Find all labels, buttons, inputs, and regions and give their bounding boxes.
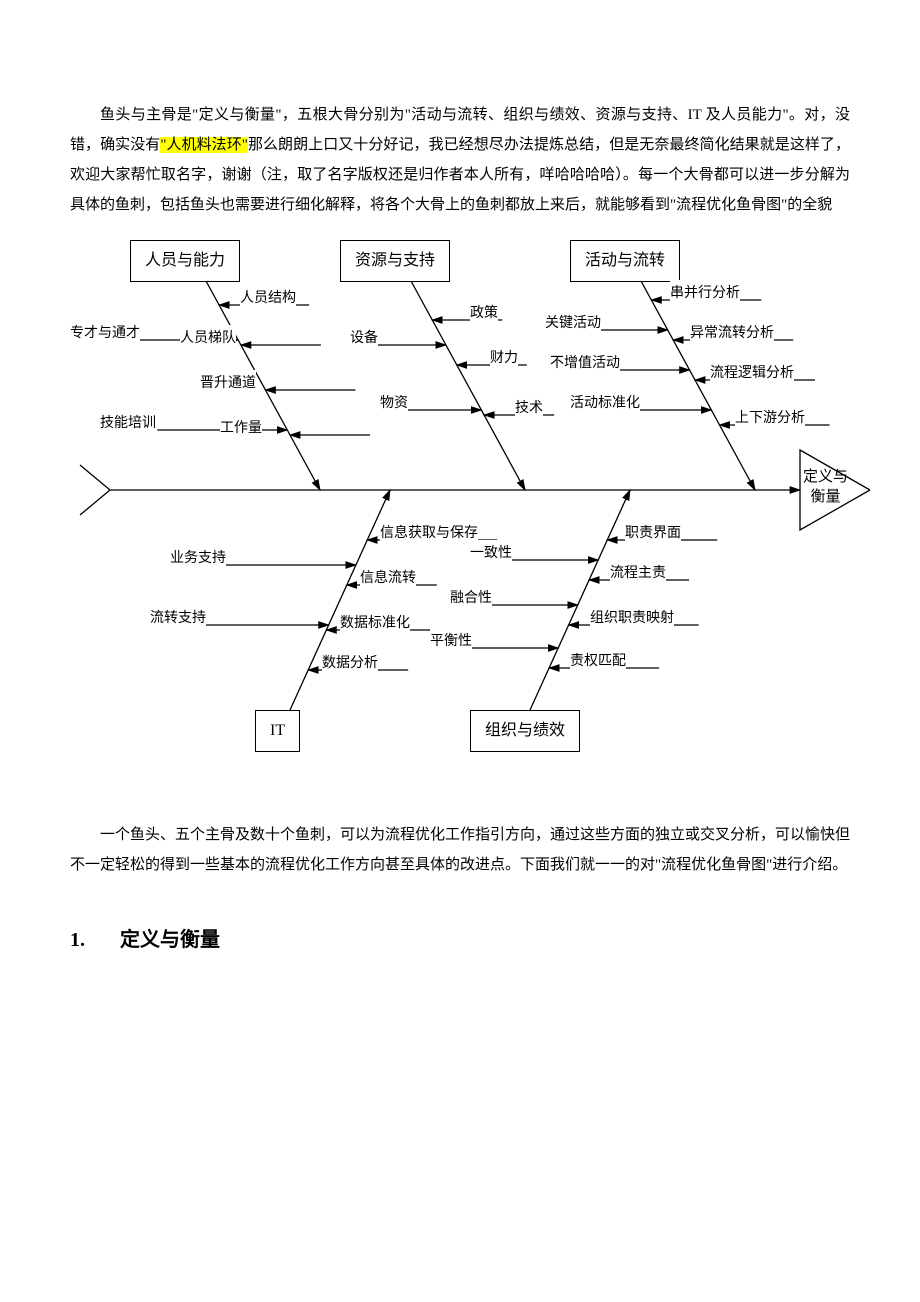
section-title: 定义与衡量 <box>120 929 220 951</box>
sub-bone-一致性: 一致性 <box>470 540 512 568</box>
sub-bone-人员梯队: 人员梯队 <box>180 325 236 353</box>
sub-bone-流转支持: 流转支持 <box>150 605 206 633</box>
cat-activity-box: 活动与流转 <box>570 240 680 282</box>
sub-bone-业务支持: 业务支持 <box>170 545 226 573</box>
sub-bone-人员结构: 人员结构 <box>240 285 296 313</box>
sub-bone-政策: 政策 <box>470 300 498 328</box>
sub-bone-职责界面: 职责界面 <box>625 520 681 548</box>
sub-bone-责权匹配: 责权匹配 <box>570 648 626 676</box>
cat-resource-box: 资源与支持 <box>340 240 450 282</box>
intro-paragraph-1: 鱼头与主骨是"定义与衡量"，五根大骨分别为"活动与流转、组织与绩效、资源与支持、… <box>70 100 850 220</box>
sub-bone-晋升通道: 晋升通道 <box>200 370 256 398</box>
sub-bone-信息获取与保存: 信息获取与保存 <box>380 520 478 548</box>
sub-bone-串并行分析: 串并行分析 <box>670 280 740 308</box>
sub-bone-融合性: 融合性 <box>450 585 492 613</box>
sub-bone-物资: 物资 <box>380 390 408 418</box>
sub-bone-技能培训: 技能培训 <box>100 410 156 438</box>
sub-bone-关键活动: 关键活动 <box>545 310 601 338</box>
section-1-heading: 1.定义与衡量 <box>70 920 850 960</box>
sub-bone-平衡性: 平衡性 <box>430 628 472 656</box>
sub-bone-流程逻辑分析: 流程逻辑分析 <box>710 360 794 388</box>
cat-org-box: 组织与绩效 <box>470 710 580 752</box>
cat-people-box: 人员与能力 <box>130 240 240 282</box>
sub-bone-信息流转: 信息流转 <box>360 565 416 593</box>
sub-bone-财力: 财力 <box>490 345 518 373</box>
sub-bone-活动标准化: 活动标准化 <box>570 390 640 418</box>
sub-bone-技术: 技术 <box>515 395 543 423</box>
p1-highlight: "人机料法环" <box>160 137 248 153</box>
intro-paragraph-2: 一个鱼头、五个主骨及数十个鱼刺，可以为流程优化工作指引方向，通过这些方面的独立或… <box>70 820 850 880</box>
sub-bone-不增值活动: 不增值活动 <box>550 350 620 378</box>
sub-bone-异常流转分析: 异常流转分析 <box>690 320 774 348</box>
sub-bone-设备: 设备 <box>350 325 378 353</box>
sub-bone-数据标准化: 数据标准化 <box>340 610 410 638</box>
fishbone-head-label: 定义与衡量 <box>803 468 848 507</box>
sub-bone-流程主责: 流程主责 <box>610 560 666 588</box>
fishbone-diagram: 定义与衡量 人员与能力 资源与支持 活动与流转 IT 组织与绩效 人员结构专才与通才 人员梯队… <box>70 230 870 780</box>
sub-bone-数据分析: 数据分析 <box>322 650 378 678</box>
sub-bone-工作量: 工作量 <box>220 415 262 443</box>
cat-it-box: IT <box>255 710 300 752</box>
section-num: 1. <box>70 920 120 960</box>
sub-bone-上下游分析: 上下游分析 <box>735 405 805 433</box>
sub-bone-专才与通才: 专才与通才 <box>70 320 140 348</box>
sub-bone-组织职责映射: 组织职责映射 <box>590 605 674 633</box>
